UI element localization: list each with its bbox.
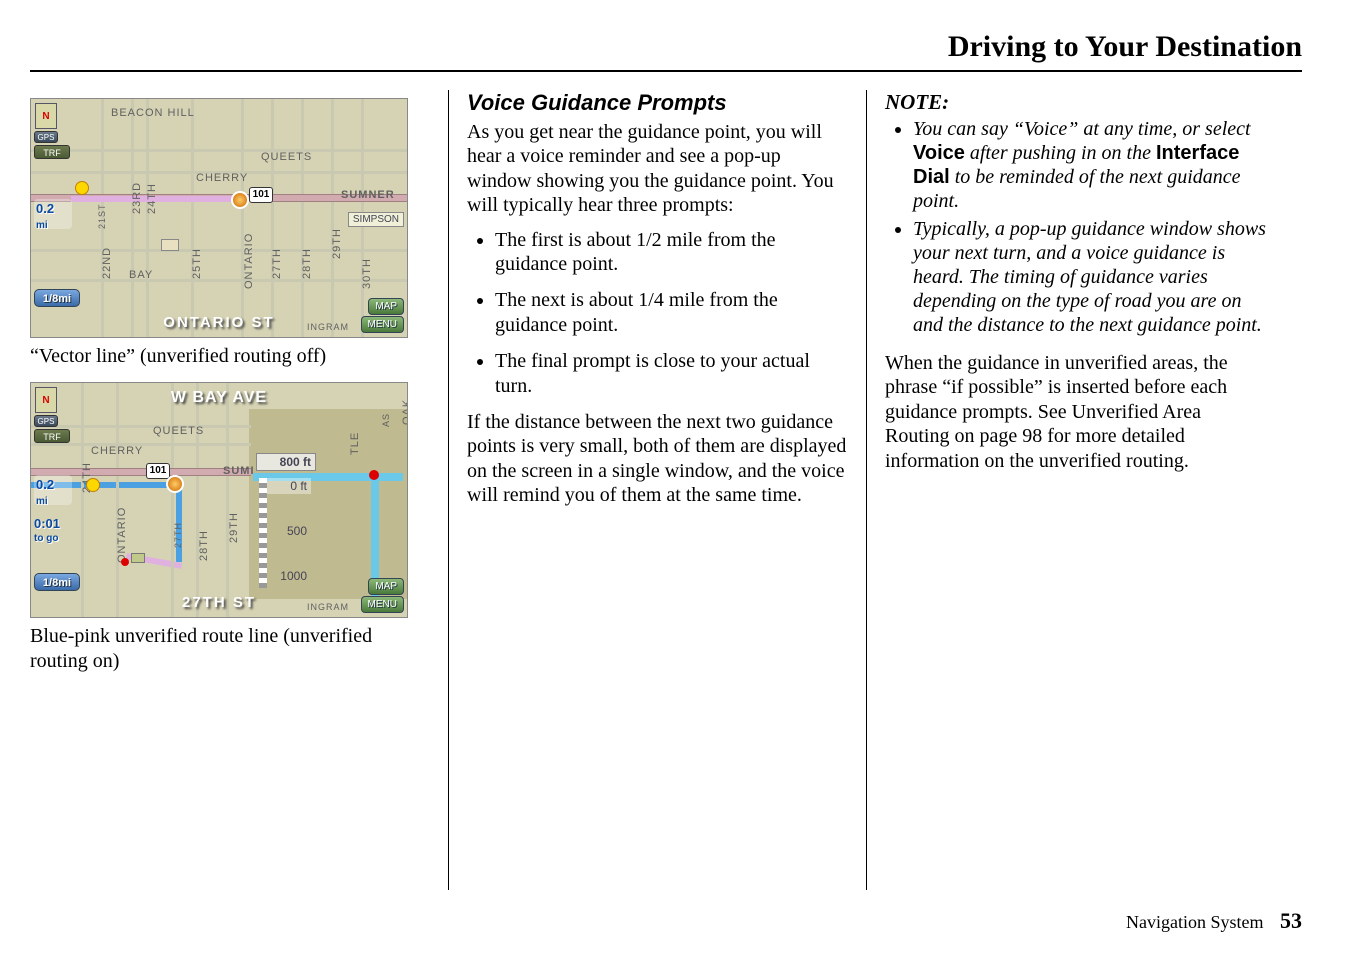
column-2: Voice Guidance Prompts As you get near t… [448,90,866,890]
poi-box-icon [161,239,179,251]
eta-value: 0:01 [34,516,60,531]
prompt-2: The next is about 1/4 mile from the guid… [495,288,848,337]
map-button-2[interactable]: MAP [368,578,404,595]
compass-icon-2: N [35,387,57,413]
label-bay: BAY [129,269,153,281]
map-screenshot-1: BEACON HILL QUEETS CHERRY SUMNER BAY 22N… [30,98,408,338]
map-screenshot-2: QUEETS CHERRY SUMI 24TH ONTARIO 27TH 28T… [30,382,408,618]
note1-voice: Voice [913,142,965,164]
para-intro: As you get near the guidance point, you … [467,120,848,218]
page-title: Driving to Your Destination [30,30,1302,64]
scale-unit-2: mi [36,496,48,507]
label-27th-2: 27TH [173,522,183,548]
label-ingram-2: INGRAM [307,602,349,612]
prompt-1: The first is about 1/2 mile from the gui… [495,228,848,277]
subhead-voice: Voice Guidance Prompts [467,90,848,116]
label-beacon: BEACON HILL [111,107,195,119]
trf-button-2[interactable]: TRF [34,429,70,443]
note1-b: after pushing in on the [965,142,1156,164]
column-3: NOTE: You can say “Voice” at any time, o… [866,90,1284,890]
para-unverified: When the guidance in unverified areas, t… [885,351,1266,473]
dist-500: 500 [266,523,311,539]
compass-icon: N [35,103,57,129]
label-cherry-2: CHERRY [91,445,143,457]
hwy-101-shield-2: 101 [146,463,170,479]
shell-poi-icon [75,181,89,195]
eta-display: 0:01 to go [34,517,76,544]
label-oak: OAK [401,399,408,425]
label-25th: 25TH [191,248,203,279]
dist-0: 0 ft [266,478,311,494]
scale-display-2: 0.2 mi [34,475,72,505]
label-29th-2: 29TH [228,512,240,543]
label-cherry: CHERRY [196,172,248,184]
note-item-1: You can say “Voice” at any time, or sele… [913,117,1266,213]
poi-box-2-icon [131,553,145,563]
label-ontario: ONTARIO [243,233,255,289]
label-tle: TLE [349,432,361,455]
footer-label: Navigation System [1126,912,1264,932]
prompts-list: The first is about 1/2 mile from the gui… [467,228,848,398]
label-23rd: 23RD [131,182,143,214]
menu-button-2[interactable]: MENU [361,596,404,613]
scale-unit: mi [36,220,48,231]
label-queets-2: QUEETS [153,425,204,437]
label-sumi: SUMI [223,465,255,477]
caption-1: “Vector line” (unverified routing off) [30,344,430,368]
note-list: You can say “Voice” at any time, or sele… [885,117,1266,337]
page-footer: Navigation System 53 [1126,908,1302,934]
note-item-2: Typically, a pop-up guidance window show… [913,217,1266,337]
label-30th: 30TH [361,258,373,289]
dist-800: 800 ft [256,453,316,471]
label-sumner: SUMNER [341,189,395,201]
column-1: BEACON HILL QUEETS CHERRY SUMNER BAY 22N… [30,90,448,890]
label-22nd: 22ND [101,247,113,279]
zoom-button-2[interactable]: 1/8mi [34,573,80,591]
note1-c: to be reminded of the next guidance poin… [913,166,1241,212]
label-queets: QUEETS [261,151,312,163]
caption-2: Blue-pink unverified route line (unverif… [30,624,430,673]
label-28th-2: 28TH [198,530,210,561]
scale-value-2: 0.2 [36,477,54,492]
dist-1000: 1000 [266,568,311,584]
gps-indicator-2: GPS [34,415,58,427]
label-29th: 29TH [331,228,343,259]
label-28th: 28TH [301,248,313,279]
label-21st: 21ST [97,203,107,229]
car-icon [231,191,249,209]
prompt-3: The final prompt is close to your actual… [495,349,848,398]
ruler-icon [259,478,267,588]
trf-button[interactable]: TRF [34,145,70,159]
para-small-distance: If the distance between the next two gui… [467,410,848,508]
label-27th: 27TH [271,248,283,279]
rule [30,70,1302,72]
next-street-label: W BAY AVE [171,389,267,407]
label-simpson: SIMPSON [348,212,404,227]
scale-display: 0.2 mi [34,199,72,229]
note-header: NOTE: [885,90,1266,115]
label-as: AS [381,413,391,427]
gps-indicator: GPS [34,131,58,143]
zoom-button[interactable]: 1/8mi [34,289,80,307]
label-24th: 24TH [146,183,158,214]
map-button[interactable]: MAP [368,298,404,315]
label-ontario-2: ONTARIO [116,507,128,563]
page-number: 53 [1280,908,1302,933]
menu-button[interactable]: MENU [361,316,404,333]
scale-value: 0.2 [36,201,54,216]
note1-a: You can say “Voice” at any time, or sele… [913,118,1251,140]
eta-sub: to go [34,533,58,544]
hwy-101-shield: 101 [249,187,273,203]
current-street-label-2: 27TH ST [182,594,256,611]
label-ingram: INGRAM [307,322,349,332]
current-street-label: ONTARIO ST [163,314,274,331]
